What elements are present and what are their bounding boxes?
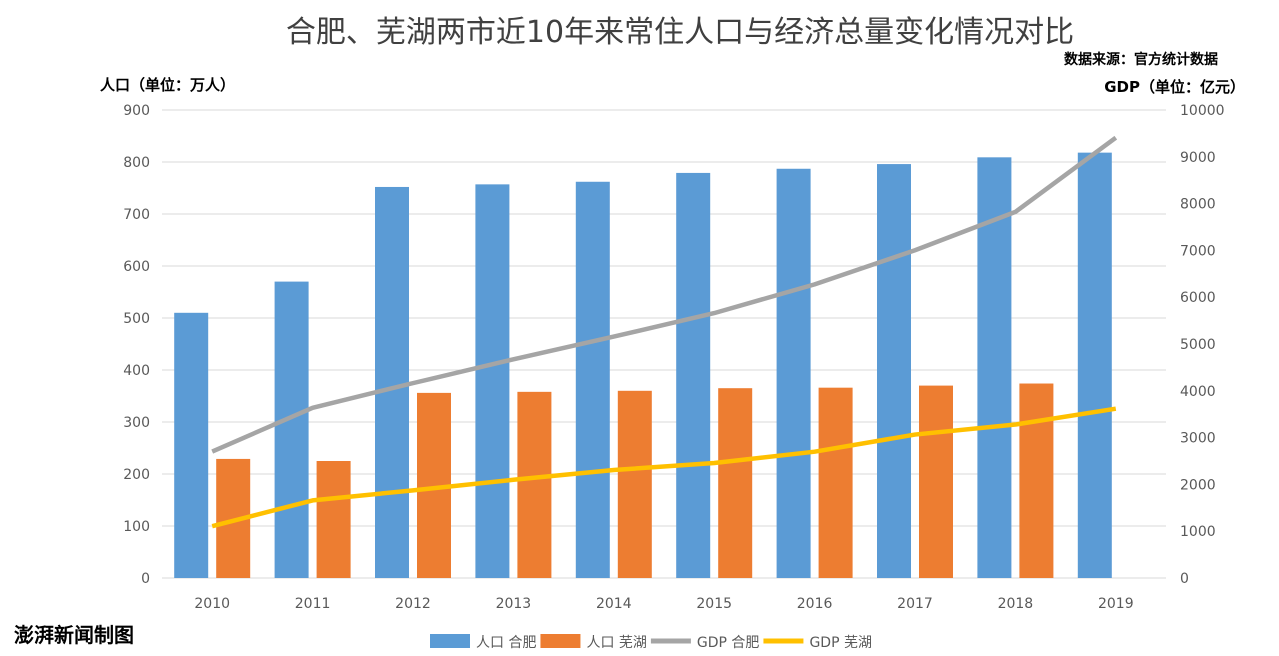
y2-tick-label: 8000	[1180, 197, 1216, 213]
y2-tick-label: 0	[1180, 571, 1189, 587]
y-tick-label: 200	[123, 467, 150, 483]
bar-hefei-2018	[977, 157, 1012, 578]
bar-hefei-2017	[877, 164, 911, 578]
bar-hefei-2013	[475, 184, 510, 579]
y-tick-label: 500	[123, 311, 150, 327]
x-tick-label: 2011	[295, 596, 331, 612]
bar-wuhu-2011	[316, 461, 351, 578]
x-tick-label: 2019	[1098, 596, 1134, 612]
legend-label: GDP 芜湖	[809, 634, 872, 651]
line-gdp-wuhu	[211, 406, 1117, 529]
y-tick-label: 900	[123, 103, 150, 119]
y2-tick-label: 9000	[1180, 150, 1216, 166]
y-tick-label: 100	[123, 519, 150, 535]
bar-wuhu-2016	[818, 387, 853, 578]
bar-wuhu-2015	[718, 388, 753, 578]
bar-hefei-2012	[375, 186, 409, 578]
bar-hefei-2016	[776, 168, 811, 578]
y-tick-label: 700	[123, 207, 150, 223]
legend-swatch	[540, 634, 581, 648]
y2-tick-label: 7000	[1180, 243, 1216, 259]
bar-hefei-2010	[174, 312, 209, 578]
y2-tick-label: 1000	[1180, 524, 1216, 540]
bar-hefei-2011	[274, 281, 309, 578]
brand-label: 澎湃新闻制图	[14, 623, 134, 647]
data-source: 数据来源：官方统计数据	[1064, 51, 1218, 68]
bar-wuhu-2013	[517, 391, 552, 578]
bar-wuhu-2017	[919, 385, 953, 578]
x-tick-label: 2013	[496, 596, 532, 612]
y2-tick-label: 5000	[1180, 337, 1216, 353]
y2-tick-label: 2000	[1180, 477, 1216, 493]
chart-title: 合肥、芜湖两市近10年来常住人口与经济总量变化情况对比	[286, 15, 1074, 50]
legend-label: GDP 合肥	[697, 635, 760, 651]
y2-tick-label: 6000	[1180, 290, 1216, 306]
bar-wuhu-2018	[1019, 383, 1054, 578]
x-tick-label: 2016	[797, 596, 833, 612]
y2-tick-label: 10000	[1180, 103, 1225, 119]
x-tick-label: 2014	[596, 596, 632, 612]
y-tick-label: 400	[123, 363, 150, 379]
x-tick-label: 2017	[897, 596, 933, 612]
bar-wuhu-2014	[617, 390, 652, 578]
y2-tick-label: 4000	[1180, 384, 1216, 400]
y-tick-label: 800	[123, 155, 150, 171]
bar-hefei-2019	[1077, 152, 1112, 578]
line-gdp-hefei	[211, 135, 1118, 454]
x-tick-label: 2012	[395, 596, 431, 612]
y-tick-label: 300	[123, 415, 150, 431]
bar-hefei-2014	[575, 181, 610, 578]
y2-axis-label: GDP（单位：亿元）	[1104, 78, 1245, 96]
x-tick-label: 2015	[696, 596, 732, 612]
x-tick-label: 2018	[998, 596, 1034, 612]
legend-swatch	[430, 634, 470, 648]
y-tick-label: 0	[141, 571, 150, 587]
bar-hefei-2015	[676, 172, 711, 579]
legend-label: 人口 芜湖	[586, 634, 646, 651]
y-axis-label: 人口（单位：万人）	[100, 76, 235, 94]
y-tick-label: 600	[123, 259, 150, 275]
legend-label: 人口 合肥	[476, 635, 536, 651]
y2-tick-label: 3000	[1180, 431, 1216, 447]
x-tick-label: 2010	[194, 596, 230, 612]
